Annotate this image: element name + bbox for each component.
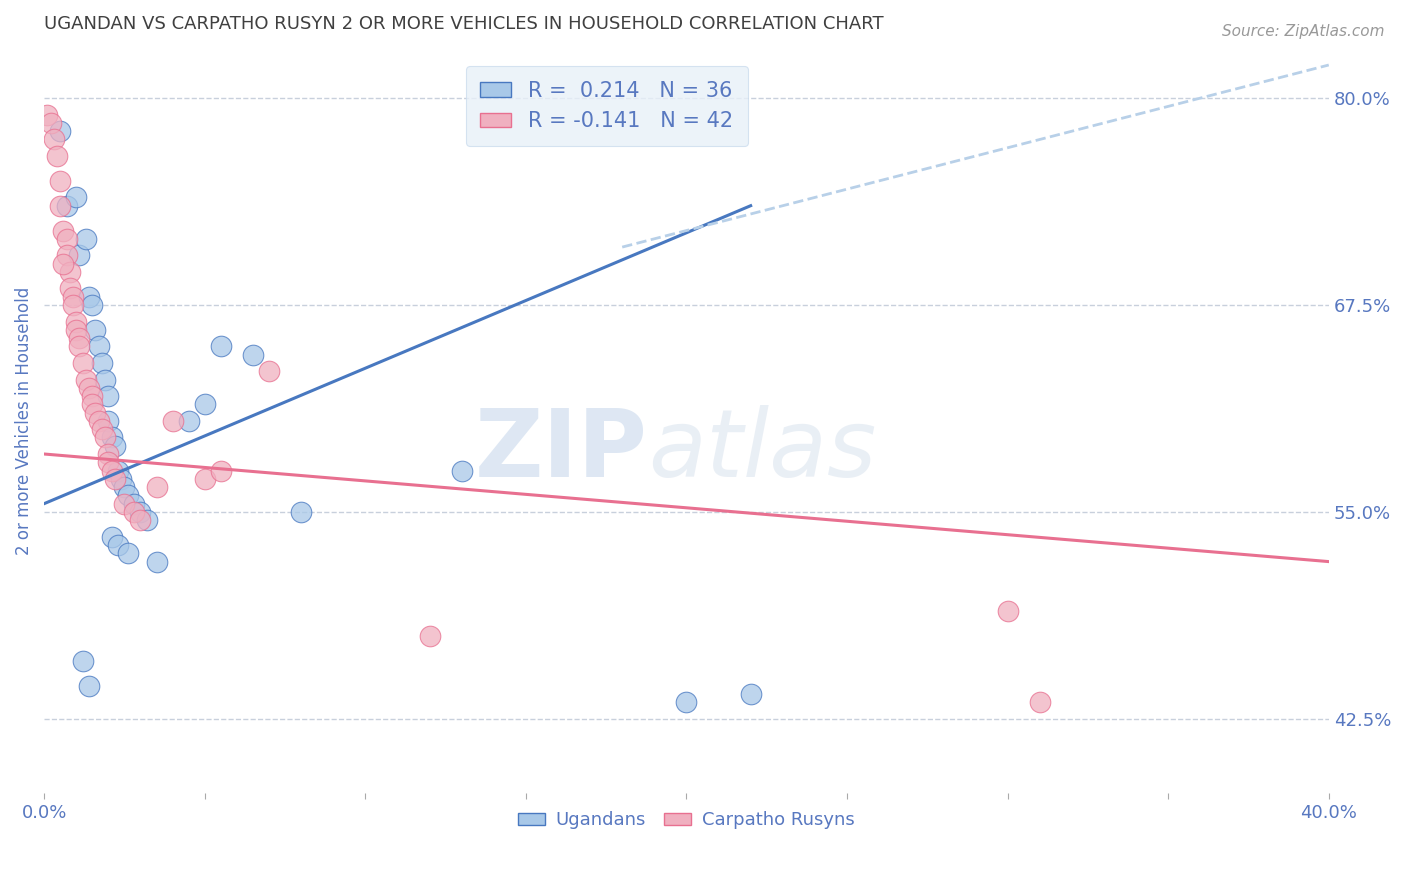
Point [75,372,97,386]
Point [290,505,312,519]
Point [84,323,107,337]
Point [162,414,184,428]
Point [39,116,62,130]
Point [55,232,77,246]
Point [100,530,122,544]
Point [97,389,120,403]
Point [104,472,127,486]
Point [1028,695,1050,709]
Point [62,298,84,312]
Point [194,472,217,486]
Text: atlas: atlas [648,405,876,496]
Point [135,513,157,527]
Point [65,315,87,329]
Point [87,339,110,353]
Point [82,298,104,312]
Point [242,348,264,362]
Point [675,695,697,709]
Point [82,389,104,403]
Point [69,339,91,353]
Text: UGANDAN VS CARPATHO RUSYN 2 OR MORE VEHICLES IN HOUSEHOLD CORRELATION CHART: UGANDAN VS CARPATHO RUSYN 2 OR MORE VEHI… [44,15,884,33]
Point [129,505,152,519]
Legend: Ugandans, Carpatho Rusyns: Ugandans, Carpatho Rusyns [510,804,862,837]
Point [104,439,127,453]
Point [129,513,152,527]
Point [450,464,472,478]
Point [209,464,232,478]
Point [69,331,91,345]
Point [59,281,82,295]
Point [90,422,112,436]
Point [59,265,82,279]
Point [49,199,72,213]
Point [100,464,122,478]
Point [42,132,65,146]
Point [90,356,112,370]
Point [145,555,167,569]
Point [194,397,217,411]
Point [52,223,75,237]
Point [94,372,117,386]
Point [112,480,135,494]
Point [997,604,1019,618]
Point [145,480,167,494]
Point [740,687,762,701]
Point [49,124,72,138]
Point [122,497,145,511]
Point [82,397,104,411]
Point [94,430,117,444]
Point [55,199,77,213]
Point [52,257,75,271]
Point [100,430,122,444]
Point [55,248,77,262]
Point [97,455,120,469]
Point [84,406,107,420]
Point [77,381,100,395]
Point [49,174,72,188]
Text: Source: ZipAtlas.com: Source: ZipAtlas.com [1222,24,1385,39]
Text: ZIP: ZIP [475,405,648,497]
Point [117,546,139,560]
Point [77,679,100,693]
Point [65,323,87,337]
Point [209,339,232,353]
Point [75,232,97,246]
Point [107,464,129,478]
Point [69,248,91,262]
Y-axis label: 2 or more Vehicles in Household: 2 or more Vehicles in Household [15,286,32,555]
Point [77,290,100,304]
Point [46,149,69,163]
Point [177,414,200,428]
Point [112,497,135,511]
Point [62,290,84,304]
Point [122,505,145,519]
Point [72,654,94,668]
Point [37,108,59,122]
Point [257,364,280,378]
Point [117,488,139,502]
Point [97,447,120,461]
Point [110,472,132,486]
Point [418,629,440,643]
Point [72,356,94,370]
Point [97,414,120,428]
Point [65,190,87,204]
Point [87,414,110,428]
Point [107,538,129,552]
